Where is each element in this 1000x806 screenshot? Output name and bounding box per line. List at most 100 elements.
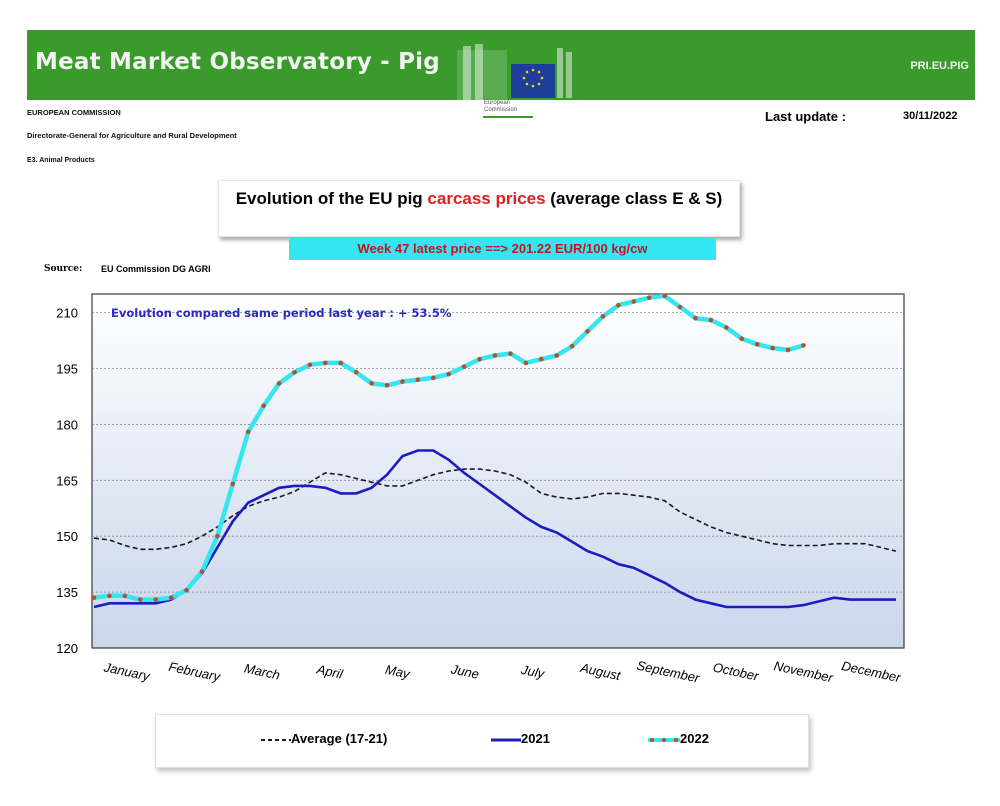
x-tick-label: February (167, 659, 222, 685)
org-name: EUROPEAN COMMISSION (27, 108, 121, 117)
series-point-2022 (616, 302, 621, 308)
series-point-2022 (600, 314, 606, 319)
logo-text-line1: European (484, 100, 511, 106)
legend-label-average: Average (17-21) (291, 731, 388, 746)
legend-label-2022: 2022 (680, 731, 709, 746)
latest-price-banner: Week 47 latest price ==> 201.22 EUR/100 … (289, 238, 716, 260)
legend-swatch-average (261, 738, 291, 741)
series-point-2022 (415, 377, 421, 383)
legend-label-2021: 2021 (521, 731, 550, 746)
legend-item-2022: 2022 (648, 731, 709, 746)
series-line-2021 (93, 449, 896, 609)
chart-annotation: Evolution compared same period last year… (111, 306, 452, 320)
series-point-2022 (677, 304, 683, 310)
series-point-2022 (168, 595, 174, 600)
series-point-2022 (754, 342, 760, 347)
logo-underline (483, 116, 533, 118)
legend-item-2021: 2021 (491, 731, 550, 746)
series-point-2022 (369, 381, 374, 386)
series-point-2022 (215, 533, 220, 539)
series-point-2022 (492, 353, 498, 358)
y-tick-label: 195 (56, 362, 78, 377)
series-point-2022 (230, 481, 236, 487)
series-point-2022 (461, 364, 467, 369)
series-point-2022 (307, 362, 313, 368)
series-line-average (93, 468, 897, 552)
series-point-2022 (646, 295, 652, 301)
x-tick-label: June (449, 661, 481, 682)
series-point-2022 (662, 293, 667, 299)
logo-text: European Commission (484, 100, 517, 114)
y-tick-label: 135 (56, 585, 78, 600)
series-point-2022 (554, 353, 559, 358)
title-part2: carcass prices (427, 189, 546, 208)
y-tick-label: 180 (56, 417, 78, 432)
series-point-2022 (739, 336, 745, 342)
last-update-date: 30/11/2022 (903, 110, 958, 122)
chart-legend: Average (17-21) 2021 2022 (155, 714, 809, 768)
banner-title: Meat Market Observatory - Pig (35, 49, 440, 75)
series-point-2022 (477, 356, 482, 362)
series-point-2022 (785, 347, 791, 353)
banner-code: PRI.EU.PIG (910, 60, 969, 72)
logo-text-line2: Commission (484, 107, 518, 113)
x-tick-label: January (102, 659, 153, 684)
y-tick-label: 150 (56, 529, 78, 544)
series-point-2022 (770, 345, 775, 351)
x-tick-label: December (840, 658, 902, 685)
series-point-2022 (724, 325, 729, 330)
series-point-2022 (261, 403, 266, 409)
y-tick-label: 120 (56, 641, 78, 656)
chart-title: Evolution of the EU pig carcass prices (… (218, 180, 740, 237)
org-directorate: Directorate-General for Agriculture and … (27, 131, 237, 140)
series-point-2022 (245, 429, 251, 435)
series-point-2022 (400, 379, 405, 384)
series-point-2022 (91, 595, 97, 600)
source-value: EU Commission DG AGRI (101, 264, 211, 274)
legend-swatch-2022 (648, 737, 680, 742)
header-banner: Meat Market Observatory - Pig PRI.EU.PIG (27, 30, 975, 100)
y-tick-label: 210 (56, 306, 78, 321)
x-tick-label: April (315, 661, 346, 682)
legend-swatch-2021 (491, 738, 521, 742)
last-update-label: Last update : (765, 109, 846, 124)
series-point-2022 (323, 360, 328, 366)
x-tick-label: October (712, 659, 761, 683)
series-point-2022 (446, 371, 452, 377)
series-point-2022 (137, 597, 143, 602)
org-unit: E3. Animal Products (27, 157, 95, 164)
source-label: Source: (44, 264, 83, 274)
series-point-2022 (276, 381, 282, 386)
x-tick-label: March (243, 661, 281, 683)
x-tick-label: July (519, 662, 547, 682)
title-part3: (average class E & S) (545, 189, 723, 208)
series-point-2022 (508, 351, 513, 356)
series-point-2022 (338, 360, 344, 366)
x-tick-label: September (635, 658, 701, 686)
x-tick-label: November (773, 658, 835, 685)
eu-commission-logo (457, 44, 572, 100)
series-point-2022 (801, 343, 806, 348)
series-point-2022 (153, 597, 158, 602)
series-point-2022 (199, 569, 205, 574)
series-point-2022 (693, 315, 698, 321)
series-point-2022 (353, 369, 359, 375)
series-point-2022 (107, 593, 112, 599)
series-point-2022 (708, 317, 714, 323)
series-point-2022 (384, 382, 390, 388)
legend-item-average: Average (17-21) (261, 731, 387, 746)
series-point-2022 (538, 356, 544, 362)
title-part1: Evolution of the EU pig (235, 189, 428, 208)
series-point-2022 (523, 360, 529, 366)
series-point-2022 (431, 375, 436, 381)
x-tick-label: August (578, 660, 623, 684)
series-point-2022 (184, 587, 189, 593)
series-point-2022 (585, 328, 590, 334)
series-point-2022 (292, 369, 297, 375)
y-tick-label: 165 (56, 473, 78, 488)
series-point-2022 (569, 343, 575, 349)
series-point-2022 (122, 593, 128, 599)
series-point-2022 (631, 299, 637, 304)
x-tick-label: May (384, 662, 413, 682)
